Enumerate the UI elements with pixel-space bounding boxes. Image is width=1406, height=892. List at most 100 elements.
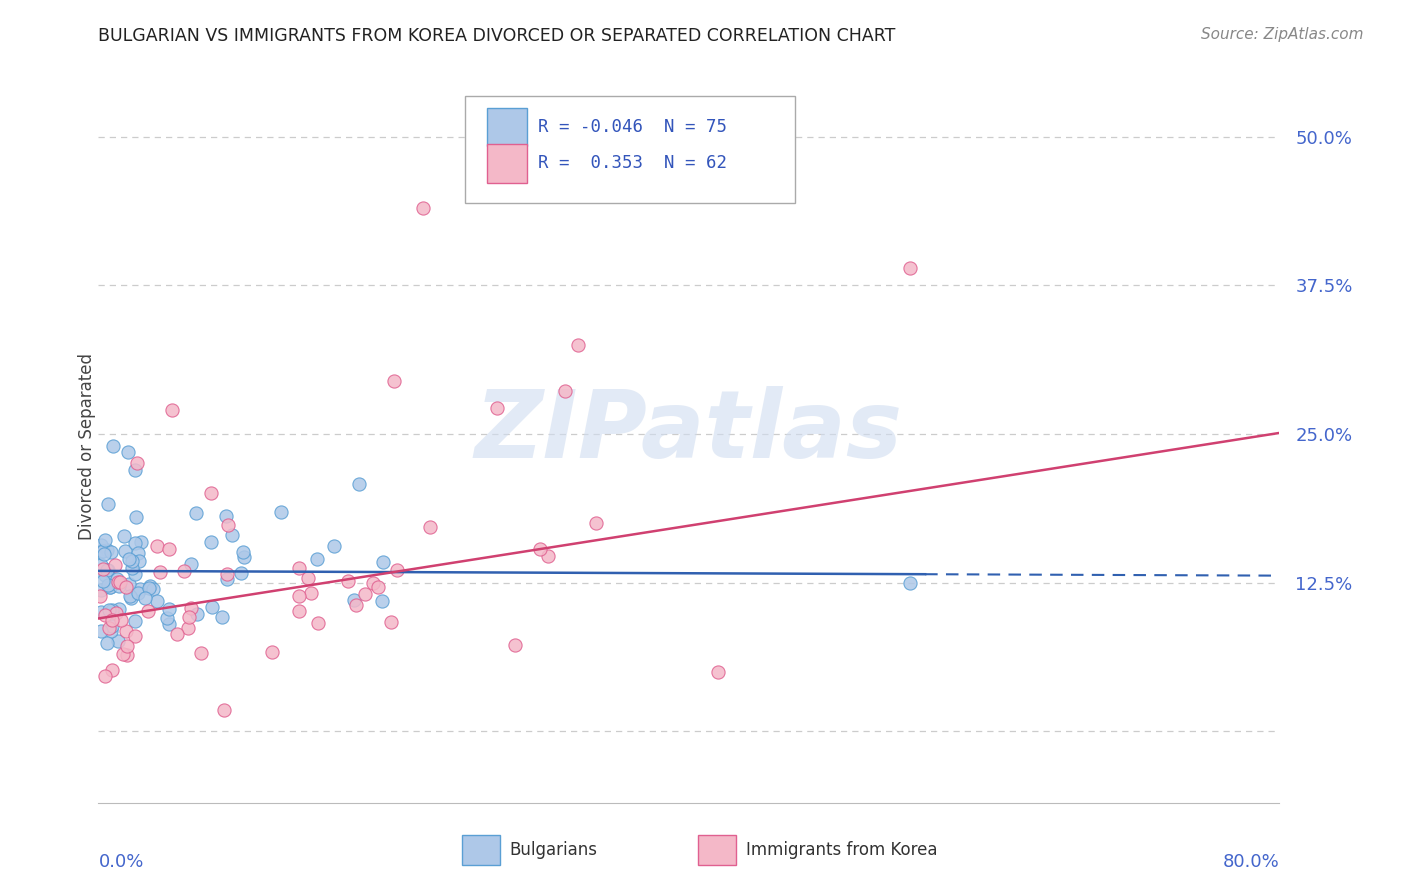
Point [354, 587, 377, 601]
Point [361, 575, 384, 590]
Point [91, 543, 114, 558]
Point [503, 638, 526, 652]
Y-axis label: Divorced or Separated: Divorced or Separated [79, 352, 96, 540]
Point [215, 509, 238, 524]
Point [97, 497, 120, 511]
Point [94, 533, 117, 548]
Point [200, 486, 222, 500]
Point [585, 516, 607, 530]
Point [112, 529, 135, 543]
Point [157, 541, 180, 556]
Point [215, 567, 238, 582]
Point [101, 603, 124, 617]
Point [98, 621, 121, 635]
Point [371, 555, 394, 569]
Point [114, 544, 136, 558]
Point [146, 594, 169, 608]
Point [288, 561, 311, 575]
FancyBboxPatch shape [463, 835, 501, 865]
Point [94, 668, 117, 682]
Point [707, 665, 730, 679]
Point [104, 558, 127, 572]
Point [371, 594, 394, 608]
Point [136, 604, 159, 618]
Point [212, 703, 235, 717]
Point [125, 509, 148, 524]
Point [127, 546, 149, 560]
Point [305, 551, 328, 566]
Text: R = -0.046  N = 75: R = -0.046 N = 75 [537, 118, 727, 136]
Point [115, 648, 138, 662]
Point [108, 579, 131, 593]
Point [233, 550, 256, 565]
Point [131, 535, 153, 549]
Point [124, 628, 146, 642]
Point [94, 568, 117, 582]
Point [177, 610, 200, 624]
Point [297, 572, 319, 586]
Point [217, 518, 239, 533]
Point [173, 564, 195, 578]
Point [121, 554, 143, 568]
Point [96, 636, 118, 650]
Point [344, 598, 367, 612]
FancyBboxPatch shape [486, 145, 527, 183]
Point [567, 337, 589, 351]
Point [110, 613, 132, 627]
Point [190, 646, 212, 660]
Point [157, 617, 180, 632]
FancyBboxPatch shape [464, 96, 796, 203]
Point [103, 439, 125, 453]
Point [100, 613, 122, 627]
Point [138, 581, 160, 595]
Point [162, 403, 183, 417]
Point [184, 506, 207, 520]
Point [115, 580, 138, 594]
Point [177, 621, 200, 635]
Text: 0.0%: 0.0% [98, 853, 143, 871]
Point [412, 201, 434, 215]
Point [387, 562, 409, 576]
Point [90, 558, 112, 572]
Point [128, 554, 150, 568]
Point [343, 593, 366, 607]
Point [180, 558, 202, 572]
Point [124, 567, 146, 582]
Point [134, 591, 156, 605]
Point [125, 456, 148, 470]
Point [380, 615, 402, 629]
Point [156, 611, 179, 625]
Point [166, 627, 188, 641]
Point [349, 477, 371, 491]
Point [232, 545, 254, 559]
Point [112, 648, 135, 662]
Point [148, 565, 170, 579]
Point [299, 586, 322, 600]
Point [127, 586, 149, 600]
Point [90, 538, 112, 552]
Point [336, 574, 359, 588]
Point [307, 616, 329, 631]
Point [115, 624, 138, 639]
Point [118, 551, 141, 566]
Point [115, 639, 138, 653]
Text: BULGARIAN VS IMMIGRANTS FROM KOREA DIVORCED OR SEPARATED CORRELATION CHART: BULGARIAN VS IMMIGRANTS FROM KOREA DIVOR… [98, 27, 896, 45]
Point [97, 578, 120, 592]
Point [180, 601, 202, 615]
Point [97, 563, 120, 577]
Point [142, 582, 165, 596]
Point [419, 520, 441, 534]
Point [157, 602, 180, 616]
Point [186, 607, 208, 621]
Point [100, 624, 122, 639]
Point [107, 634, 129, 648]
Point [146, 539, 169, 553]
Point [104, 606, 127, 620]
Point [485, 401, 508, 416]
Point [288, 590, 311, 604]
Point [90, 624, 112, 638]
Text: ZIPatlas: ZIPatlas [475, 385, 903, 478]
Point [900, 575, 922, 590]
Point [107, 574, 129, 589]
Point [118, 576, 141, 591]
